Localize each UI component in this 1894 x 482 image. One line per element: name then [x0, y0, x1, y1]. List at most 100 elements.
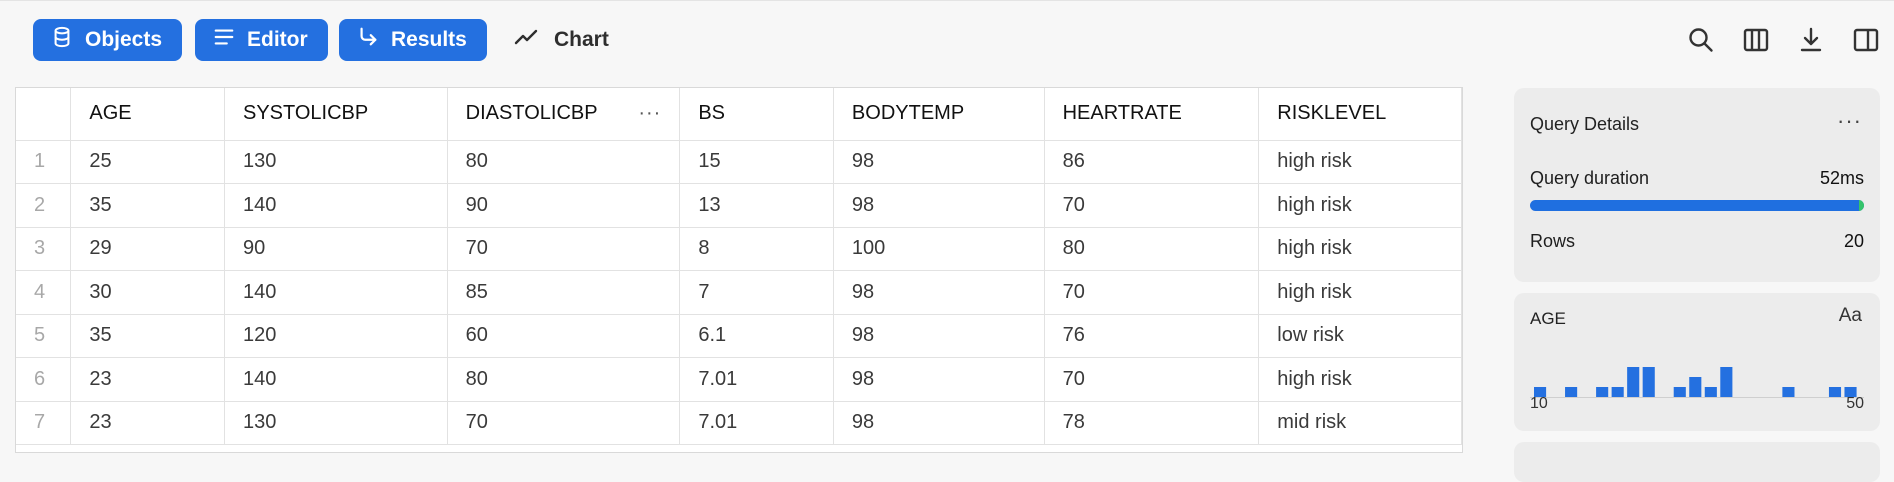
- column-header[interactable]: BODYTEMP: [833, 88, 1045, 141]
- table-cell[interactable]: 98: [833, 401, 1045, 445]
- table-row[interactable]: 7 23 130 70 7.01 98 78 mid risk: [16, 401, 1462, 445]
- table-cell[interactable]: high risk: [1258, 357, 1462, 402]
- text-type-icon: Aa: [1838, 305, 1862, 326]
- table-cell[interactable]: 8: [679, 227, 834, 271]
- download-icon[interactable]: [1796, 25, 1826, 55]
- row-number: 7: [16, 401, 72, 445]
- histogram-min-label: 10: [1530, 395, 1548, 412]
- table-cell[interactable]: 98: [833, 140, 1045, 184]
- column-header[interactable]: SYSTOLICBP: [224, 88, 448, 141]
- more-options-icon[interactable]: ···: [1837, 108, 1862, 133]
- table-cell[interactable]: 140: [224, 270, 448, 315]
- table-cell[interactable]: 140: [224, 357, 448, 402]
- table-cell[interactable]: 100: [833, 227, 1045, 271]
- table-row[interactable]: 2 35 140 90 13 98 70 high risk: [16, 183, 1462, 228]
- database-icon: [51, 26, 73, 54]
- table-cell[interactable]: 35: [70, 314, 225, 358]
- objects-label: Objects: [85, 28, 163, 51]
- table-cell[interactable]: 76: [1044, 314, 1260, 358]
- row-number: 5: [16, 314, 72, 358]
- table-cell[interactable]: 90: [224, 227, 448, 271]
- table-cell[interactable]: 80: [447, 140, 681, 184]
- column-header[interactable]: AGE: [70, 88, 225, 141]
- histogram-bar: [1611, 387, 1624, 397]
- table-row[interactable]: 6 23 140 80 7.01 98 70 high risk: [16, 357, 1462, 402]
- table-cell[interactable]: mid risk: [1258, 401, 1462, 445]
- row-number: 2: [16, 183, 72, 228]
- table-cell[interactable]: high risk: [1258, 270, 1462, 315]
- table-cell[interactable]: 23: [70, 401, 225, 445]
- results-button[interactable]: Results: [339, 19, 487, 61]
- table-cell[interactable]: 23: [70, 357, 225, 402]
- table-cell[interactable]: high risk: [1258, 183, 1462, 228]
- histogram-bar: [1828, 387, 1842, 397]
- table-cell[interactable]: 7: [679, 270, 834, 315]
- table-cell[interactable]: 70: [447, 227, 681, 271]
- table-cell[interactable]: 7.01: [679, 357, 834, 402]
- table-cell[interactable]: 30: [70, 270, 225, 315]
- column-header[interactable]: RISKLEVEL: [1258, 88, 1462, 141]
- return-arrow-icon: [357, 26, 379, 54]
- histogram-bar: [1565, 387, 1578, 397]
- chart-label: Chart: [554, 28, 609, 51]
- table-cell[interactable]: 130: [224, 401, 448, 445]
- objects-button[interactable]: Objects: [33, 19, 183, 61]
- table-cell[interactable]: 98: [833, 270, 1045, 315]
- table-cell[interactable]: 13: [679, 183, 834, 228]
- column-header[interactable]: BS: [679, 88, 834, 141]
- table-row[interactable]: 5 35 120 60 6.1 98 76 low risk: [16, 314, 1462, 358]
- split-panel-icon[interactable]: [1851, 25, 1881, 55]
- search-icon[interactable]: [1686, 25, 1716, 55]
- table-cell[interactable]: 15: [679, 140, 834, 184]
- table-cell[interactable]: 120: [224, 314, 448, 358]
- table-cell[interactable]: 70: [1044, 357, 1260, 402]
- table-cell[interactable]: 29: [70, 227, 225, 271]
- row-number: 3: [16, 227, 72, 271]
- table-cell[interactable]: 70: [447, 401, 681, 445]
- column-stats-panel[interactable]: AGE Aa 10 50: [1514, 293, 1880, 431]
- header-row: AGE SYSTOLICBP DIASTOLICBP ··· BS BODYTE…: [16, 88, 1462, 141]
- table-cell[interactable]: high risk: [1258, 227, 1462, 271]
- table-row[interactable]: 4 30 140 85 7 98 70 high risk: [16, 270, 1462, 315]
- columns-icon[interactable]: [1741, 25, 1771, 55]
- table-cell[interactable]: 35: [70, 183, 225, 228]
- chart-button[interactable]: Chart: [514, 19, 609, 61]
- table-cell[interactable]: 70: [1044, 183, 1260, 228]
- column-header[interactable]: HEARTRATE: [1044, 88, 1260, 141]
- results-label: Results: [391, 28, 467, 51]
- query-details-title: Query Details: [1530, 114, 1640, 134]
- histogram-bar: [1720, 367, 1733, 397]
- toolbar: Objects Editor Results Chart: [0, 0, 1894, 78]
- table-cell[interactable]: 7.01: [679, 401, 834, 445]
- table-cell[interactable]: 25: [70, 140, 225, 184]
- table-row[interactable]: 1 25 130 80 15 98 86 high risk: [16, 140, 1462, 184]
- table-cell[interactable]: 80: [1044, 227, 1260, 271]
- table-cell[interactable]: high risk: [1258, 140, 1462, 184]
- query-duration-bar-segment: [1859, 200, 1864, 211]
- table-cell[interactable]: 85: [447, 270, 681, 315]
- lines-icon: [213, 26, 235, 54]
- table-cell[interactable]: 130: [224, 140, 448, 184]
- table-cell[interactable]: 98: [833, 314, 1045, 358]
- editor-button[interactable]: Editor: [195, 19, 328, 61]
- column-header-diastolicbp[interactable]: DIASTOLICBP ···: [447, 88, 681, 141]
- table-cell[interactable]: 6.1: [679, 314, 834, 358]
- results-grid: AGE SYSTOLICBP DIASTOLICBP ··· BS BODYTE…: [15, 87, 1463, 453]
- table-cell[interactable]: low risk: [1258, 314, 1462, 358]
- table-cell[interactable]: 70: [1044, 270, 1260, 315]
- table-cell[interactable]: 78: [1044, 401, 1260, 445]
- table-cell[interactable]: 90: [447, 183, 681, 228]
- table-cell[interactable]: 86: [1044, 140, 1260, 184]
- histogram-bar: [1534, 387, 1547, 397]
- row-number: 4: [16, 270, 72, 315]
- table-cell[interactable]: 98: [833, 183, 1045, 228]
- row-number: 1: [16, 140, 72, 184]
- table-cell[interactable]: 80: [447, 357, 681, 402]
- column-menu-icon[interactable]: ···: [638, 102, 662, 125]
- table-row[interactable]: 3 29 90 70 8 100 80 high risk: [16, 227, 1462, 271]
- table-cell[interactable]: 140: [224, 183, 448, 228]
- rows-value: 20: [1843, 231, 1864, 251]
- histogram-bar: [1673, 387, 1686, 397]
- table-cell[interactable]: 60: [447, 314, 681, 358]
- table-cell[interactable]: 98: [833, 357, 1045, 402]
